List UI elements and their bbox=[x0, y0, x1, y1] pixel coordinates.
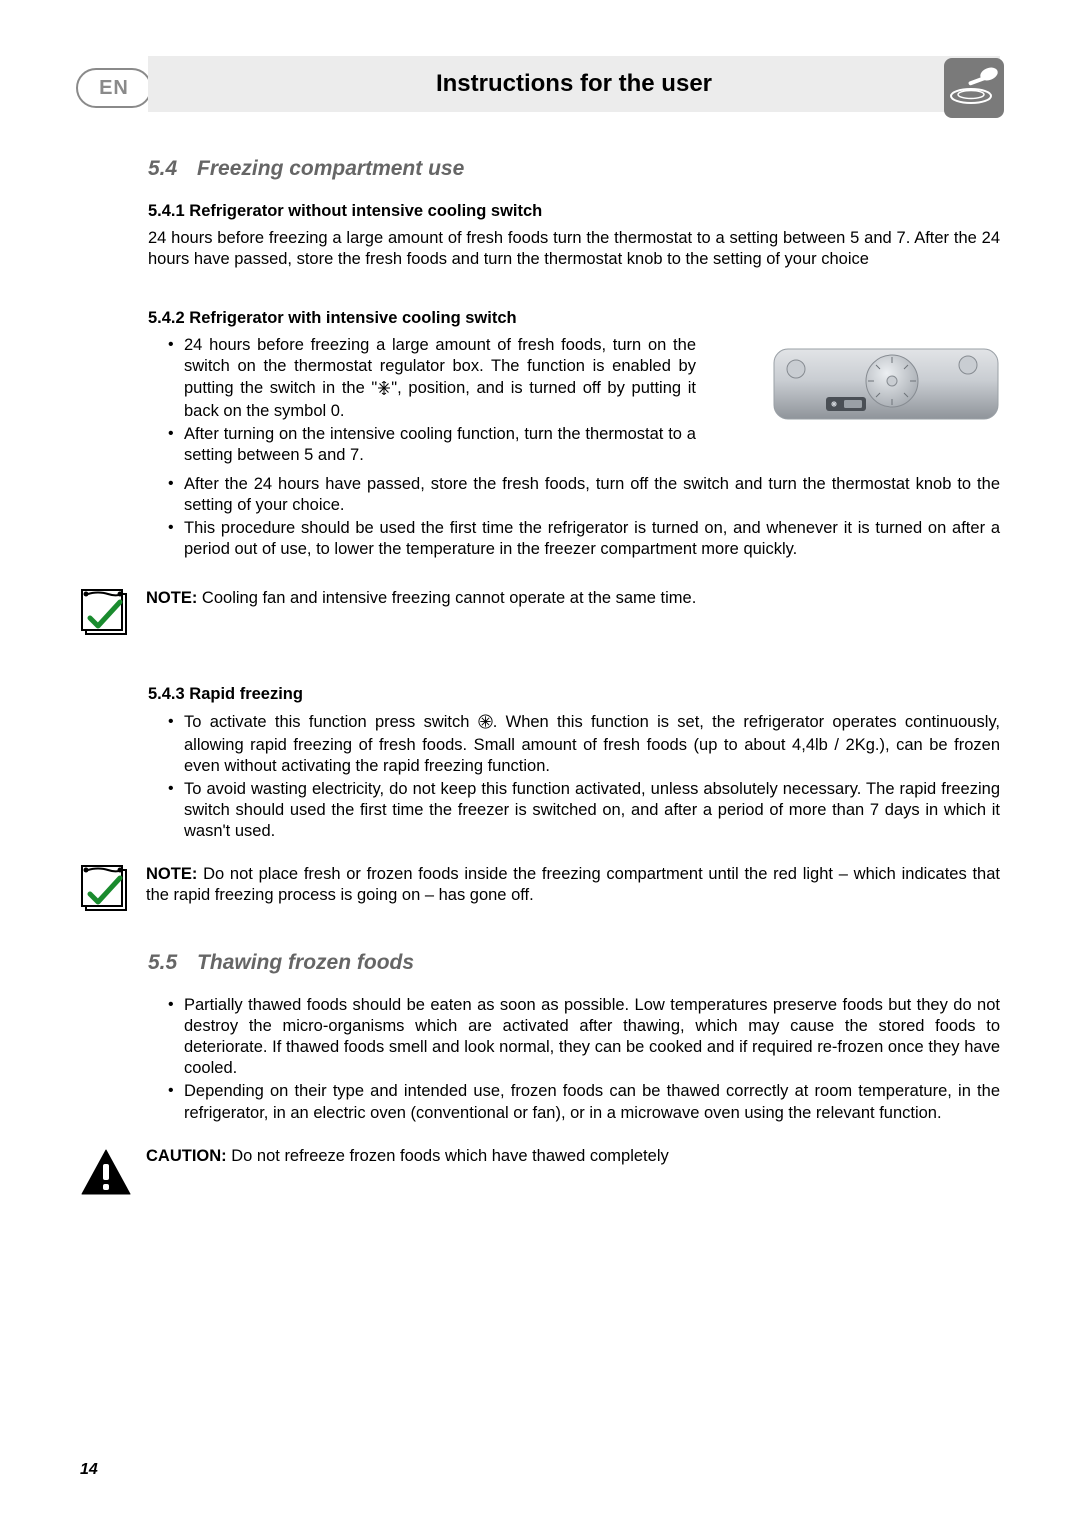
list-item: After turning on the intensive cooling f… bbox=[168, 424, 696, 466]
section-title: Freezing compartment use bbox=[197, 157, 464, 180]
text: To activate this function press switch bbox=[184, 713, 478, 731]
note-label: NOTE: bbox=[146, 865, 197, 883]
list-item: After the 24 hours have passed, store th… bbox=[168, 474, 1000, 516]
header-band: Instructions for the user bbox=[148, 56, 1000, 112]
subheading-5-4-2: 5.4.2 Refrigerator with intensive coolin… bbox=[148, 308, 1000, 329]
user-manual-icon bbox=[944, 58, 1004, 118]
section-with-image: 24 hours before freezing a large amount … bbox=[148, 335, 1000, 560]
snowflake-circle-icon bbox=[478, 714, 493, 735]
section-number: 5.4 bbox=[148, 157, 177, 180]
section-heading-5-5: 5.5 Thawing frozen foods bbox=[148, 950, 1000, 977]
lang-badge: EN bbox=[76, 68, 152, 108]
thermostat-image bbox=[772, 339, 1000, 429]
caution-row: CAUTION: Do not refreeze frozen foods wh… bbox=[80, 1146, 1000, 1198]
note-label: NOTE: bbox=[146, 589, 197, 607]
bullet-list: To activate this function press switch .… bbox=[148, 712, 1000, 843]
note-icon bbox=[80, 864, 132, 916]
caution-icon bbox=[80, 1146, 132, 1198]
text: Do not place fresh or frozen foods insid… bbox=[146, 865, 1000, 904]
section-heading-5-4: 5.4 Freezing compartment use bbox=[148, 156, 1000, 183]
section-title: Thawing frozen foods bbox=[197, 951, 414, 974]
text: Cooling fan and intensive freezing canno… bbox=[197, 589, 696, 607]
content: 5.4 Freezing compartment use 5.4.1 Refri… bbox=[148, 156, 1000, 1198]
subheading-5-4-1: 5.4.1 Refrigerator without intensive coo… bbox=[148, 201, 1000, 222]
note-row: NOTE: Do not place fresh or frozen foods… bbox=[80, 864, 1000, 916]
list-item: Partially thawed foods should be eaten a… bbox=[168, 995, 1000, 1079]
caution-text: CAUTION: Do not refreeze frozen foods wh… bbox=[146, 1146, 1000, 1167]
list-item: 24 hours before freezing a large amount … bbox=[168, 335, 696, 421]
subheading-5-4-3: 5.4.3 Rapid freezing bbox=[148, 684, 1000, 705]
list-item: Depending on their type and intended use… bbox=[168, 1081, 1000, 1123]
note-row: NOTE: Cooling fan and intensive freezing… bbox=[80, 588, 1000, 640]
section-number: 5.5 bbox=[148, 951, 177, 974]
bullet-list: Partially thawed foods should be eaten a… bbox=[148, 995, 1000, 1124]
page-title: Instructions for the user bbox=[436, 70, 712, 98]
list-item: To activate this function press switch .… bbox=[168, 712, 1000, 777]
note-text: NOTE: Cooling fan and intensive freezing… bbox=[146, 588, 1000, 609]
text: Do not refreeze frozen foods which have … bbox=[227, 1147, 669, 1165]
list-item: This procedure should be used the first … bbox=[168, 518, 1000, 560]
page-number: 14 bbox=[80, 1461, 98, 1479]
paragraph: 24 hours before freezing a large amount … bbox=[148, 228, 1000, 270]
snowflake-icon bbox=[377, 380, 391, 401]
caution-label: CAUTION: bbox=[146, 1147, 227, 1165]
page: EN Instructions for the user 5.4 Freezin… bbox=[0, 0, 1080, 1527]
list-item: To avoid wasting electricity, do not kee… bbox=[168, 779, 1000, 842]
note-text: NOTE: Do not place fresh or frozen foods… bbox=[146, 864, 1000, 906]
bullet-list: After the 24 hours have passed, store th… bbox=[148, 474, 1000, 560]
note-icon bbox=[80, 588, 132, 640]
